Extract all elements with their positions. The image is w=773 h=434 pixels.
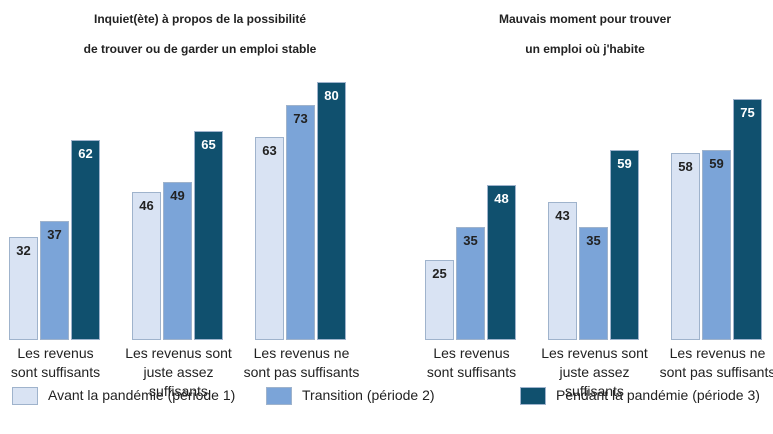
legend-label: Avant la pandémie (période 1) [48,387,236,403]
value-label: 65 [201,136,216,152]
bar [487,185,516,340]
value-label: 80 [324,88,339,104]
chart-title: Mauvais moment pour trouver un emploi où… [498,12,672,56]
bar [194,130,223,340]
value-label: 37 [47,226,62,242]
legend-label: Pendant la pandémie (période 3) [556,387,760,403]
value-label: 73 [293,110,308,126]
value-label: 48 [494,191,509,207]
bar [40,220,69,340]
value-label: 35 [463,233,478,249]
value-label: 59 [617,156,632,172]
value-label: 49 [170,188,185,204]
bar [671,153,700,340]
bar [579,227,608,340]
value-label: 62 [78,146,93,162]
bar [456,227,485,340]
value-label: 35 [586,233,601,249]
bar [255,137,284,340]
bar [71,140,100,340]
legend-label: Transition (période 2) [302,387,435,403]
value-label: 75 [740,104,755,120]
bar [610,150,639,340]
x-tick-label: Les revenus ne sont pas suffisants [659,345,773,380]
value-label: 58 [678,159,693,175]
bar [548,201,577,340]
x-tick-label: Les revenus sont suffisants [10,345,101,380]
legend-swatch [520,387,546,405]
bar [317,82,346,340]
bar [425,259,454,340]
legend-swatch [12,387,38,405]
bar [733,98,762,340]
value-label: 63 [262,143,277,159]
x-tick-label: Les revenus sont suffisants [426,345,517,380]
x-tick-label: Les revenus ne sont pas suffisants [243,345,360,380]
value-label: 32 [16,242,31,258]
bar [163,182,192,340]
x-tick-label: Les revenus sont juste assez suffisants [541,345,648,399]
bar [132,191,161,340]
bar [286,104,315,340]
legend-swatch [266,387,292,405]
chart-title: Inquiet(ète) à propos de la possibilité … [83,12,317,56]
value-label: 59 [709,156,724,172]
bar [9,236,38,340]
bar [702,150,731,340]
value-label: 46 [139,197,154,213]
x-tick-label: Les revenus sont juste assez suffisants [125,345,232,399]
value-label: 43 [555,207,570,223]
value-label: 25 [432,265,447,281]
